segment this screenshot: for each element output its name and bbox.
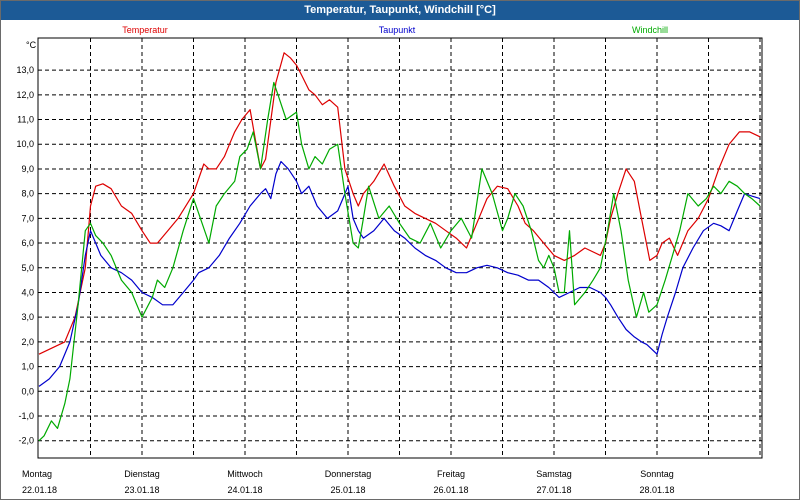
y-tick-label: 1,0 (21, 362, 34, 372)
legend: Temperatur Taupunkt Windchill (122, 25, 668, 35)
series-lines (38, 52, 761, 442)
y-tick-label: 11,0 (17, 115, 34, 125)
y-tick-label: -1,0 (18, 411, 34, 421)
x-tick-date: 24.01.18 (227, 485, 262, 495)
x-tick-date: 22.01.18 (22, 485, 57, 495)
series-line-taupunkt (38, 160, 761, 387)
x-tick-day: Samstag (536, 469, 572, 479)
x-tick-date: 28.01.18 (639, 485, 674, 495)
y-tick-label: 2,0 (21, 337, 34, 347)
x-tick-day: Montag (22, 469, 52, 479)
legend-taupunkt: Taupunkt (379, 25, 416, 35)
y-tick-label: 13,0 (16, 65, 34, 75)
y-tick-label: 10,0 (16, 139, 34, 149)
y-tick-label: 4,0 (21, 287, 34, 297)
x-tick-date: 26.01.18 (433, 485, 468, 495)
legend-temperatur: Temperatur (122, 25, 168, 35)
y-tick-label: 12,0 (16, 90, 34, 100)
y-tick-label: 8,0 (21, 189, 34, 199)
x-tick-day: Dienstag (124, 469, 160, 479)
x-tick-day: Mittwoch (227, 469, 263, 479)
y-tick-label: 5,0 (21, 263, 34, 273)
series-line-temperatur (38, 52, 761, 355)
x-tick-day: Donnerstag (325, 469, 372, 479)
legend-windchill: Windchill (632, 25, 668, 35)
y-axis-label: °C (26, 40, 37, 50)
y-axis-ticks: -2,0 -1,0 0,0 1,0 2,0 3,0 4,0 5,0 6,0 7,0 8,0 9,0 10… (16, 65, 34, 446)
x-tick-day: Freitag (437, 469, 465, 479)
series-line-windchill (38, 81, 761, 442)
y-tick-label: 3,0 (21, 312, 34, 322)
grid (38, 38, 762, 458)
y-tick-label: 7,0 (21, 213, 34, 223)
y-tick-label: 0,0 (21, 386, 34, 396)
x-axis-ticks: Montag 22.01.18 Dienstag 23.01.18 Mittwoch 24… (22, 469, 675, 495)
x-tick-date: 25.01.18 (330, 485, 365, 495)
window-title: Temperatur, Taupunkt, Windchill [°C] (1, 1, 799, 20)
x-tick-day: Sonntag (640, 469, 674, 479)
y-tick-label: 9,0 (21, 164, 34, 174)
x-tick-date: 27.01.18 (536, 485, 571, 495)
x-tick-date: 23.01.18 (124, 485, 159, 495)
y-tick-label: 6,0 (21, 238, 34, 248)
y-tick-label: -2,0 (18, 436, 34, 446)
